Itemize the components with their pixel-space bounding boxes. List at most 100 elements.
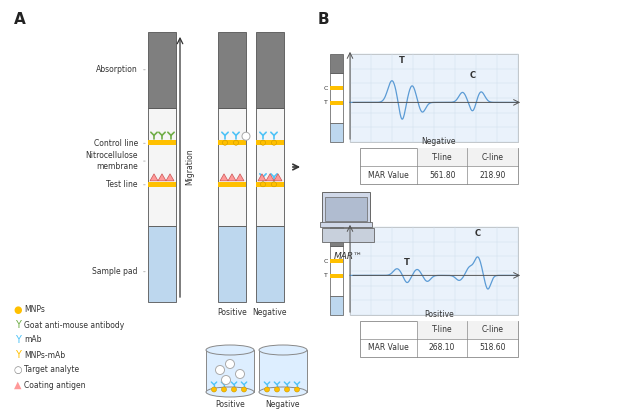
Text: Absorption: Absorption bbox=[96, 65, 145, 74]
Text: C: C bbox=[323, 86, 328, 91]
Text: MAR Value: MAR Value bbox=[368, 344, 409, 352]
Polygon shape bbox=[258, 174, 266, 181]
Text: Positive: Positive bbox=[217, 308, 247, 317]
Circle shape bbox=[261, 182, 266, 187]
Ellipse shape bbox=[206, 387, 254, 397]
Polygon shape bbox=[274, 174, 282, 181]
Circle shape bbox=[271, 182, 276, 187]
Text: Y: Y bbox=[15, 335, 21, 345]
Bar bbox=[330, 101, 343, 105]
Text: ●: ● bbox=[14, 305, 22, 315]
Text: Y: Y bbox=[15, 320, 21, 330]
Circle shape bbox=[222, 387, 227, 392]
Circle shape bbox=[242, 132, 250, 140]
Text: Positive: Positive bbox=[215, 400, 245, 409]
Text: T-line: T-line bbox=[432, 152, 452, 162]
Bar bbox=[148, 32, 176, 108]
Text: 268.10: 268.10 bbox=[429, 344, 455, 352]
Bar bbox=[218, 32, 246, 108]
Text: Negative: Negative bbox=[266, 400, 300, 409]
Circle shape bbox=[222, 140, 227, 145]
Circle shape bbox=[242, 387, 247, 392]
Text: C-line: C-line bbox=[482, 326, 504, 334]
Text: C: C bbox=[475, 228, 481, 238]
Circle shape bbox=[261, 140, 266, 145]
Circle shape bbox=[264, 387, 269, 392]
Text: C: C bbox=[323, 259, 328, 264]
Circle shape bbox=[232, 387, 237, 392]
Polygon shape bbox=[228, 174, 236, 181]
Bar bbox=[320, 222, 372, 227]
Bar bbox=[218, 108, 246, 226]
Text: Target analyte: Target analyte bbox=[24, 365, 79, 375]
Bar bbox=[256, 108, 284, 226]
Text: MAR™: MAR™ bbox=[333, 252, 362, 261]
Polygon shape bbox=[158, 174, 166, 181]
Ellipse shape bbox=[259, 387, 307, 397]
Bar bbox=[330, 227, 343, 247]
Bar bbox=[330, 86, 343, 90]
Text: ▲: ▲ bbox=[14, 380, 22, 390]
Bar bbox=[256, 182, 284, 187]
Text: 561.80: 561.80 bbox=[429, 171, 455, 179]
Text: C-line: C-line bbox=[482, 152, 504, 162]
Text: Y: Y bbox=[15, 350, 21, 360]
Text: T: T bbox=[324, 100, 328, 105]
Text: MNPs: MNPs bbox=[24, 305, 45, 315]
Bar bbox=[148, 226, 176, 302]
Ellipse shape bbox=[206, 345, 254, 355]
Bar bbox=[330, 296, 343, 315]
Bar bbox=[330, 247, 343, 296]
Text: Sample pad: Sample pad bbox=[92, 267, 145, 276]
Text: Control line: Control line bbox=[94, 139, 145, 148]
Bar bbox=[330, 274, 343, 278]
Bar bbox=[256, 226, 284, 302]
Polygon shape bbox=[150, 174, 158, 181]
Text: Nitrocellulose
membrane: Nitrocellulose membrane bbox=[85, 151, 145, 171]
Bar bbox=[148, 108, 176, 226]
Text: T-line: T-line bbox=[432, 326, 452, 334]
Text: MAR Value: MAR Value bbox=[368, 171, 409, 179]
Text: T: T bbox=[324, 273, 328, 278]
Circle shape bbox=[222, 375, 230, 384]
Polygon shape bbox=[166, 174, 174, 181]
Text: T: T bbox=[404, 257, 410, 267]
Circle shape bbox=[234, 140, 239, 145]
Bar bbox=[218, 182, 246, 187]
Circle shape bbox=[215, 365, 224, 375]
Text: Goat anti-mouse antibody: Goat anti-mouse antibody bbox=[24, 320, 124, 330]
Circle shape bbox=[271, 140, 276, 145]
Text: 218.90: 218.90 bbox=[480, 171, 506, 179]
Polygon shape bbox=[266, 174, 274, 181]
Circle shape bbox=[274, 387, 279, 392]
Bar bbox=[325, 197, 367, 221]
Text: Positive: Positive bbox=[424, 310, 454, 319]
Bar bbox=[206, 350, 254, 392]
Text: T: T bbox=[399, 55, 405, 65]
Bar bbox=[322, 192, 370, 224]
Bar bbox=[360, 321, 518, 357]
Circle shape bbox=[284, 387, 290, 392]
Bar bbox=[350, 54, 518, 142]
Bar bbox=[330, 123, 343, 142]
Text: C: C bbox=[470, 71, 475, 80]
Bar bbox=[360, 148, 518, 184]
Bar bbox=[256, 32, 284, 108]
Ellipse shape bbox=[259, 345, 307, 355]
Text: Negative: Negative bbox=[252, 308, 287, 317]
Bar bbox=[218, 226, 246, 302]
Circle shape bbox=[236, 370, 244, 378]
Circle shape bbox=[225, 360, 234, 368]
Bar bbox=[417, 321, 518, 339]
Bar bbox=[148, 140, 176, 145]
Circle shape bbox=[295, 387, 300, 392]
Text: Coating antigen: Coating antigen bbox=[24, 381, 85, 389]
Polygon shape bbox=[236, 174, 244, 181]
Text: B: B bbox=[318, 12, 330, 27]
Text: Negative: Negative bbox=[422, 137, 457, 146]
Bar bbox=[256, 140, 284, 145]
Text: A: A bbox=[14, 12, 26, 27]
Text: MNPs-mAb: MNPs-mAb bbox=[24, 351, 65, 360]
Text: ○: ○ bbox=[14, 365, 22, 375]
Circle shape bbox=[212, 387, 217, 392]
